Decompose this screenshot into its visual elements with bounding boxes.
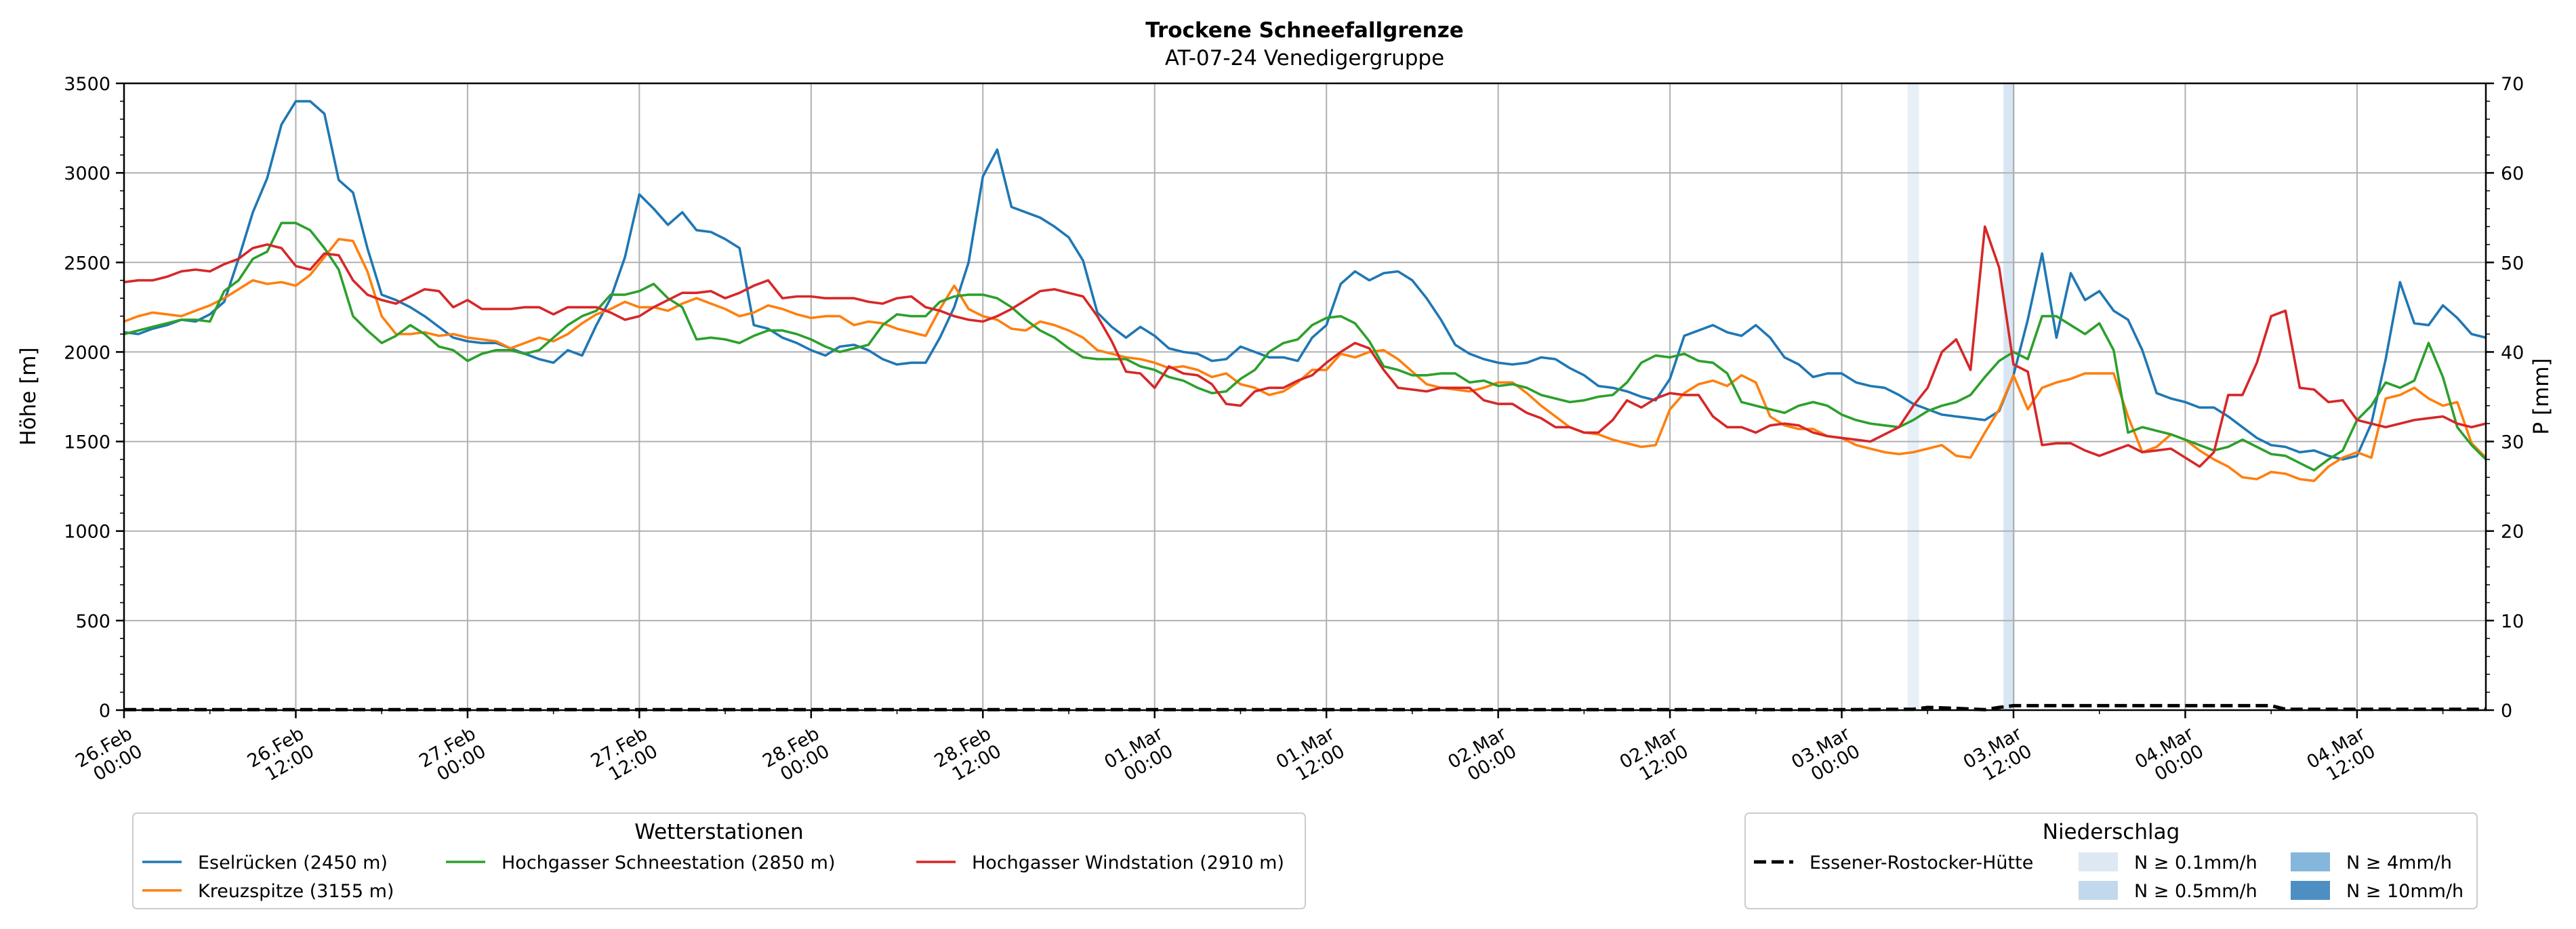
legend-precip-level-swatch-0	[2079, 852, 2118, 871]
legend-stations-title: Wetterstationen	[634, 820, 803, 844]
y2-tick-label-4: 40	[2501, 342, 2524, 363]
legend-label-1: Kreuzspitze (3155 m)	[198, 881, 394, 902]
axes: 0 500 1000 1500 2000 2500 3000 3500 0 10 20 30 40 50 6…	[64, 74, 2524, 791]
y2-tick-label-0: 0	[2501, 701, 2512, 722]
chart-title: Trockene Schneefallgrenze	[1145, 18, 1464, 43]
legend-label-3: Hochgasser Windstation (2910 m)	[972, 852, 1284, 873]
y-tick-label-4: 2000	[64, 342, 110, 363]
legend-stations: Wetterstationen Eselrücken (2450 m) Kreuz…	[132, 812, 1306, 909]
x-tick-label-2: 27.Feb00:00	[415, 723, 489, 789]
legend-precip-title: Niederschlag	[2043, 820, 2180, 844]
x-tick-label-8: 02.Mar00:00	[1444, 723, 1521, 791]
y2-tick-label-5: 50	[2501, 253, 2524, 274]
y2-tick-label-3: 30	[2501, 432, 2524, 453]
precip-band-0	[1907, 83, 1919, 710]
x-tick-label-9: 02.Mar12:00	[1616, 723, 1693, 791]
legend-precip-level-label-0: N ≥ 0.1mm/h	[2134, 852, 2257, 873]
y-tick-label-7: 3500	[64, 74, 110, 95]
y2-tick-label-1: 10	[2501, 611, 2524, 632]
y-tick-label-1: 500	[75, 611, 110, 632]
x-tick-label-7: 01.Mar12:00	[1273, 723, 1349, 791]
chart-subtitle: AT-07-24 Venedigergruppe	[1165, 46, 1444, 70]
legend-label-2: Hochgasser Schneestation (2850 m)	[502, 852, 836, 873]
y2-axis-label: P [mm]	[2529, 358, 2554, 434]
legend-precipitation: Niederschlag Essener-Rostocker-Hütte N ≥ …	[1744, 812, 2478, 909]
legend-precip-line-label: Essener-Rostocker-Hütte	[1810, 852, 2033, 873]
x-tick-label-10: 03.Mar00:00	[1788, 723, 1864, 791]
legend-precip-level-swatch-1	[2079, 881, 2118, 900]
x-tick-label-13: 04.Mar12:00	[2304, 723, 2380, 791]
x-tick-label-3: 27.Feb12:00	[588, 723, 661, 789]
x-tick-label-12: 04.Mar00:00	[2131, 723, 2208, 791]
series-lines	[123, 100, 2487, 482]
x-tick-label-11: 03.Mar12:00	[1960, 723, 2037, 791]
x-tick-label-0: 26.Feb00:00	[72, 723, 146, 789]
plot-frame	[123, 82, 2487, 711]
x-tick-label-1: 26.Feb12:00	[244, 723, 318, 789]
y-tick-label-6: 3000	[64, 163, 110, 184]
legend-precip-level-swatch-3	[2291, 881, 2330, 900]
precipitation-line	[124, 703, 2486, 711]
legend-label-0: Eselrücken (2450 m)	[198, 852, 388, 873]
series-line-2	[123, 222, 2487, 472]
x-tick-label-5: 28.Feb12:00	[931, 723, 1005, 789]
y2-tick-label-6: 60	[2501, 163, 2524, 184]
x-tick-label-4: 28.Feb00:00	[759, 723, 833, 789]
y2-tick-label-7: 70	[2501, 74, 2524, 95]
y-tick-label-3: 1500	[64, 432, 110, 453]
legend-precip-level-label-2: N ≥ 4mm/h	[2346, 852, 2452, 873]
y-tick-label-0: 0	[99, 701, 110, 722]
precipitation-bands	[1907, 83, 2016, 710]
x-tick-label-6: 01.Mar00:00	[1101, 723, 1177, 791]
legend-precip-level-label-1: N ≥ 0.5mm/h	[2134, 881, 2257, 902]
y-axis-label: Höhe [m]	[16, 347, 41, 445]
series-line-3	[123, 225, 2487, 468]
y-tick-label-2: 1000	[64, 522, 110, 543]
series-line-0	[123, 100, 2487, 461]
precip-band-1	[2003, 83, 2016, 710]
grid-lines	[123, 83, 2486, 711]
legend-precip-level-label-3: N ≥ 10mm/h	[2346, 881, 2463, 902]
precip-line	[124, 703, 2486, 711]
y-tick-label-5: 2500	[64, 253, 110, 274]
legend-precip-level-swatch-2	[2291, 852, 2330, 871]
series-line-1	[123, 238, 2487, 482]
y2-tick-label-2: 20	[2501, 522, 2524, 543]
